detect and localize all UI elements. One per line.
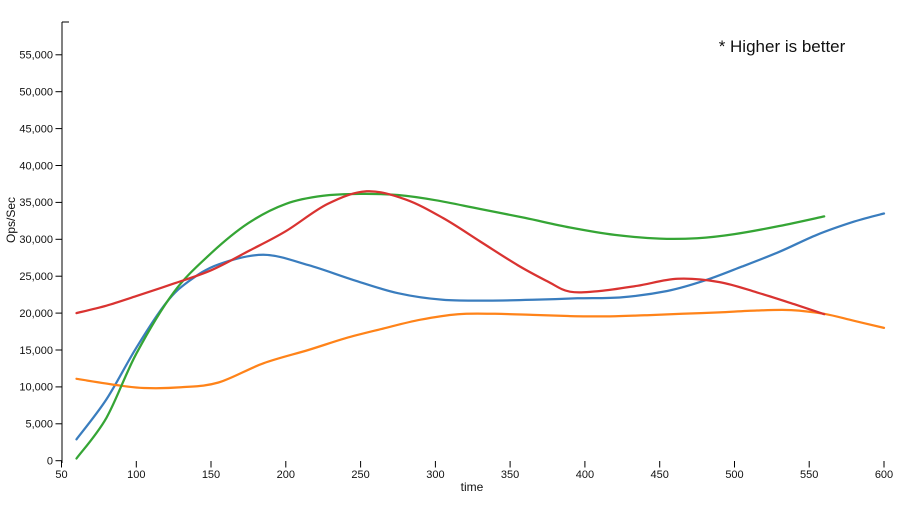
y-tick-label: 20,000 [19, 308, 53, 320]
axis-layer: 0 5,000 10,000 15,000 20,000 25,000 30,000 35,0… [19, 21, 893, 481]
y-tick-label: 50,000 [19, 87, 53, 99]
series-line-orange [75, 308, 886, 390]
y-tick-label: 10,000 [19, 382, 53, 394]
y-tick-label: 25,000 [19, 271, 53, 283]
x-tick-label: 400 [576, 469, 594, 481]
higher-is-better-note: * Higher is better [719, 37, 846, 56]
x-tick-label: 450 [651, 469, 669, 481]
x-axis-title: time [461, 480, 484, 494]
y-tick-label: 30,000 [19, 234, 53, 246]
x-tick-label: 350 [501, 469, 519, 481]
x-tick-label: 150 [202, 469, 220, 481]
x-tick-label: 550 [800, 469, 818, 481]
y-tick-label: 0 [47, 456, 53, 468]
x-tick-label: 300 [426, 469, 444, 481]
y-tick-label: 35,000 [19, 197, 53, 209]
y-tick-label: 40,000 [19, 160, 53, 172]
series-line-red [75, 190, 826, 316]
series-line-green [75, 192, 826, 460]
x-tick-label: 50 [55, 469, 67, 481]
x-tick-label: 500 [725, 469, 743, 481]
x-tick-label: 100 [127, 469, 145, 481]
y-tick-label: 45,000 [19, 123, 53, 135]
y-tick-label: 55,000 [19, 50, 53, 62]
series-line-blue [75, 212, 886, 441]
y-tick-label: 15,000 [19, 345, 53, 357]
y-axis-title: Ops/Sec [4, 197, 18, 243]
x-tick-label: 600 [875, 469, 893, 481]
x-tick-label: 250 [351, 469, 369, 481]
x-tick-label: 200 [277, 469, 295, 481]
series-layer [75, 190, 886, 460]
y-tick-label: 5,000 [25, 419, 53, 431]
